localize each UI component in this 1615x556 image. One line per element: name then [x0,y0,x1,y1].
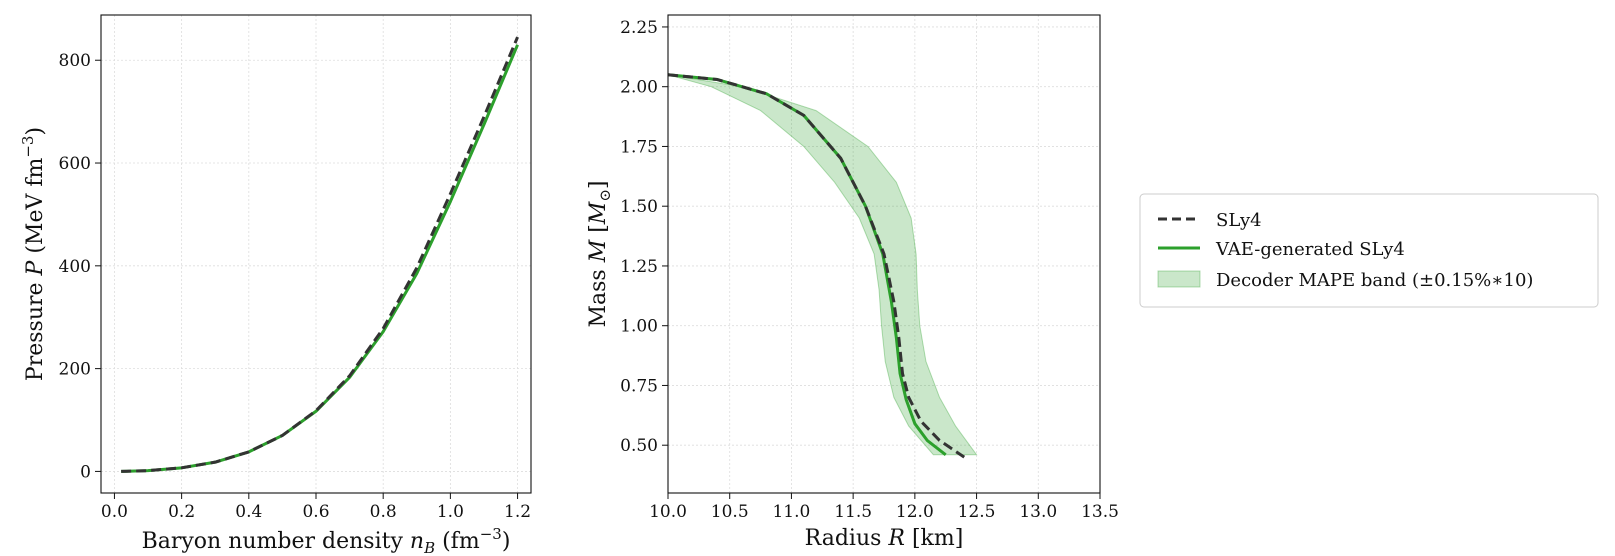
legend-band-label: Decoder MAPE band (±0.15%∗10) [1216,270,1533,291]
mr-mape-band [667,74,978,456]
eos-x-tick-label: 0.6 [302,502,329,522]
mr-x-tick-label: 13.0 [1019,502,1057,522]
eos-y-tick-label: 600 [59,154,91,174]
mr-x-axis-label: Radius R [km] [805,526,964,551]
eos-x-tick-label: 1.2 [504,502,531,522]
mr-x-tick-label: 13.5 [1081,502,1119,522]
eos-y-ticks: 0 200 400 600 800 [59,51,101,482]
mr-band-group [667,74,978,456]
eos-series-group [121,36,519,473]
eos-x-ticks: 0.0 0.2 0.4 0.6 0.8 1.0 1.2 [101,493,531,522]
eos-x-tick-label: 0.2 [168,502,195,522]
mr-y-axis-label: Mass M [M⊙] [586,180,614,327]
eos-plot-frame [100,14,532,494]
mr-plot-frame [667,14,1101,494]
legend: SLy4 VAE-generated SLy4 Decoder MAPE ban… [1139,193,1599,308]
mr-x-tick-label: 12.5 [958,502,996,522]
eos-y-tick-label: 200 [59,360,91,380]
eos-x-tick-label: 0.8 [370,502,397,522]
mr-y-tick-label: 2.00 [620,78,658,98]
legend-box [1139,193,1599,308]
eos-x-tick-label: 0.4 [235,502,262,522]
eos-y-tick-label: 0 [80,462,91,482]
eos-y-tick-label: 800 [59,51,91,71]
mr-series-sly4-line [667,73,966,459]
legend-vae-label: VAE-generated SLy4 [1215,239,1405,260]
mr-series-group [667,73,966,459]
mr-y-tick-label: 1.50 [620,197,658,217]
mr-y-tick-label: 2.25 [620,18,658,38]
legend-sly4-label: SLy4 [1216,210,1262,231]
mr-y-tick-label: 1.75 [620,137,658,157]
mr-x-ticks: 10.0 10.5 11.0 11.5 12.0 12.5 13.0 13.5 [649,493,1119,522]
mr-x-tick-label: 12.0 [896,502,934,522]
eos-series-sly4-line [121,36,519,473]
eos-y-tick-label: 400 [59,257,91,277]
mass-radius-chart: 10.0 10.5 11.0 11.5 12.0 12.5 13.0 13.5 0.50 0.7… [586,14,1119,551]
eos-x-tick-label: 1.0 [437,502,464,522]
mr-x-tick-label: 10.0 [649,502,687,522]
mr-x-tick-label: 11.0 [772,502,810,522]
mr-y-tick-label: 1.00 [620,317,658,337]
mr-y-ticks: 0.50 0.75 1.00 1.25 1.50 1.75 2.00 2.25 [620,18,668,456]
mr-x-tick-label: 10.5 [711,502,749,522]
eos-x-axis-label: Baryon number density nB (fm−3) [142,525,511,556]
mr-y-tick-label: 1.25 [620,257,658,277]
legend-band-swatch [1157,270,1201,288]
mr-y-tick-label: 0.50 [620,436,658,456]
mr-y-tick-label: 0.75 [620,376,658,396]
eos-chart: 0.0 0.2 0.4 0.6 0.8 1.0 1.2 0 200 400 600 800 Bary… [19,14,532,556]
mr-x-tick-label: 11.5 [834,502,872,522]
eos-grid [101,15,531,493]
eos-x-tick-label: 0.0 [101,502,128,522]
eos-y-axis-label: Pressure P (MeV fm−3) [19,127,48,381]
